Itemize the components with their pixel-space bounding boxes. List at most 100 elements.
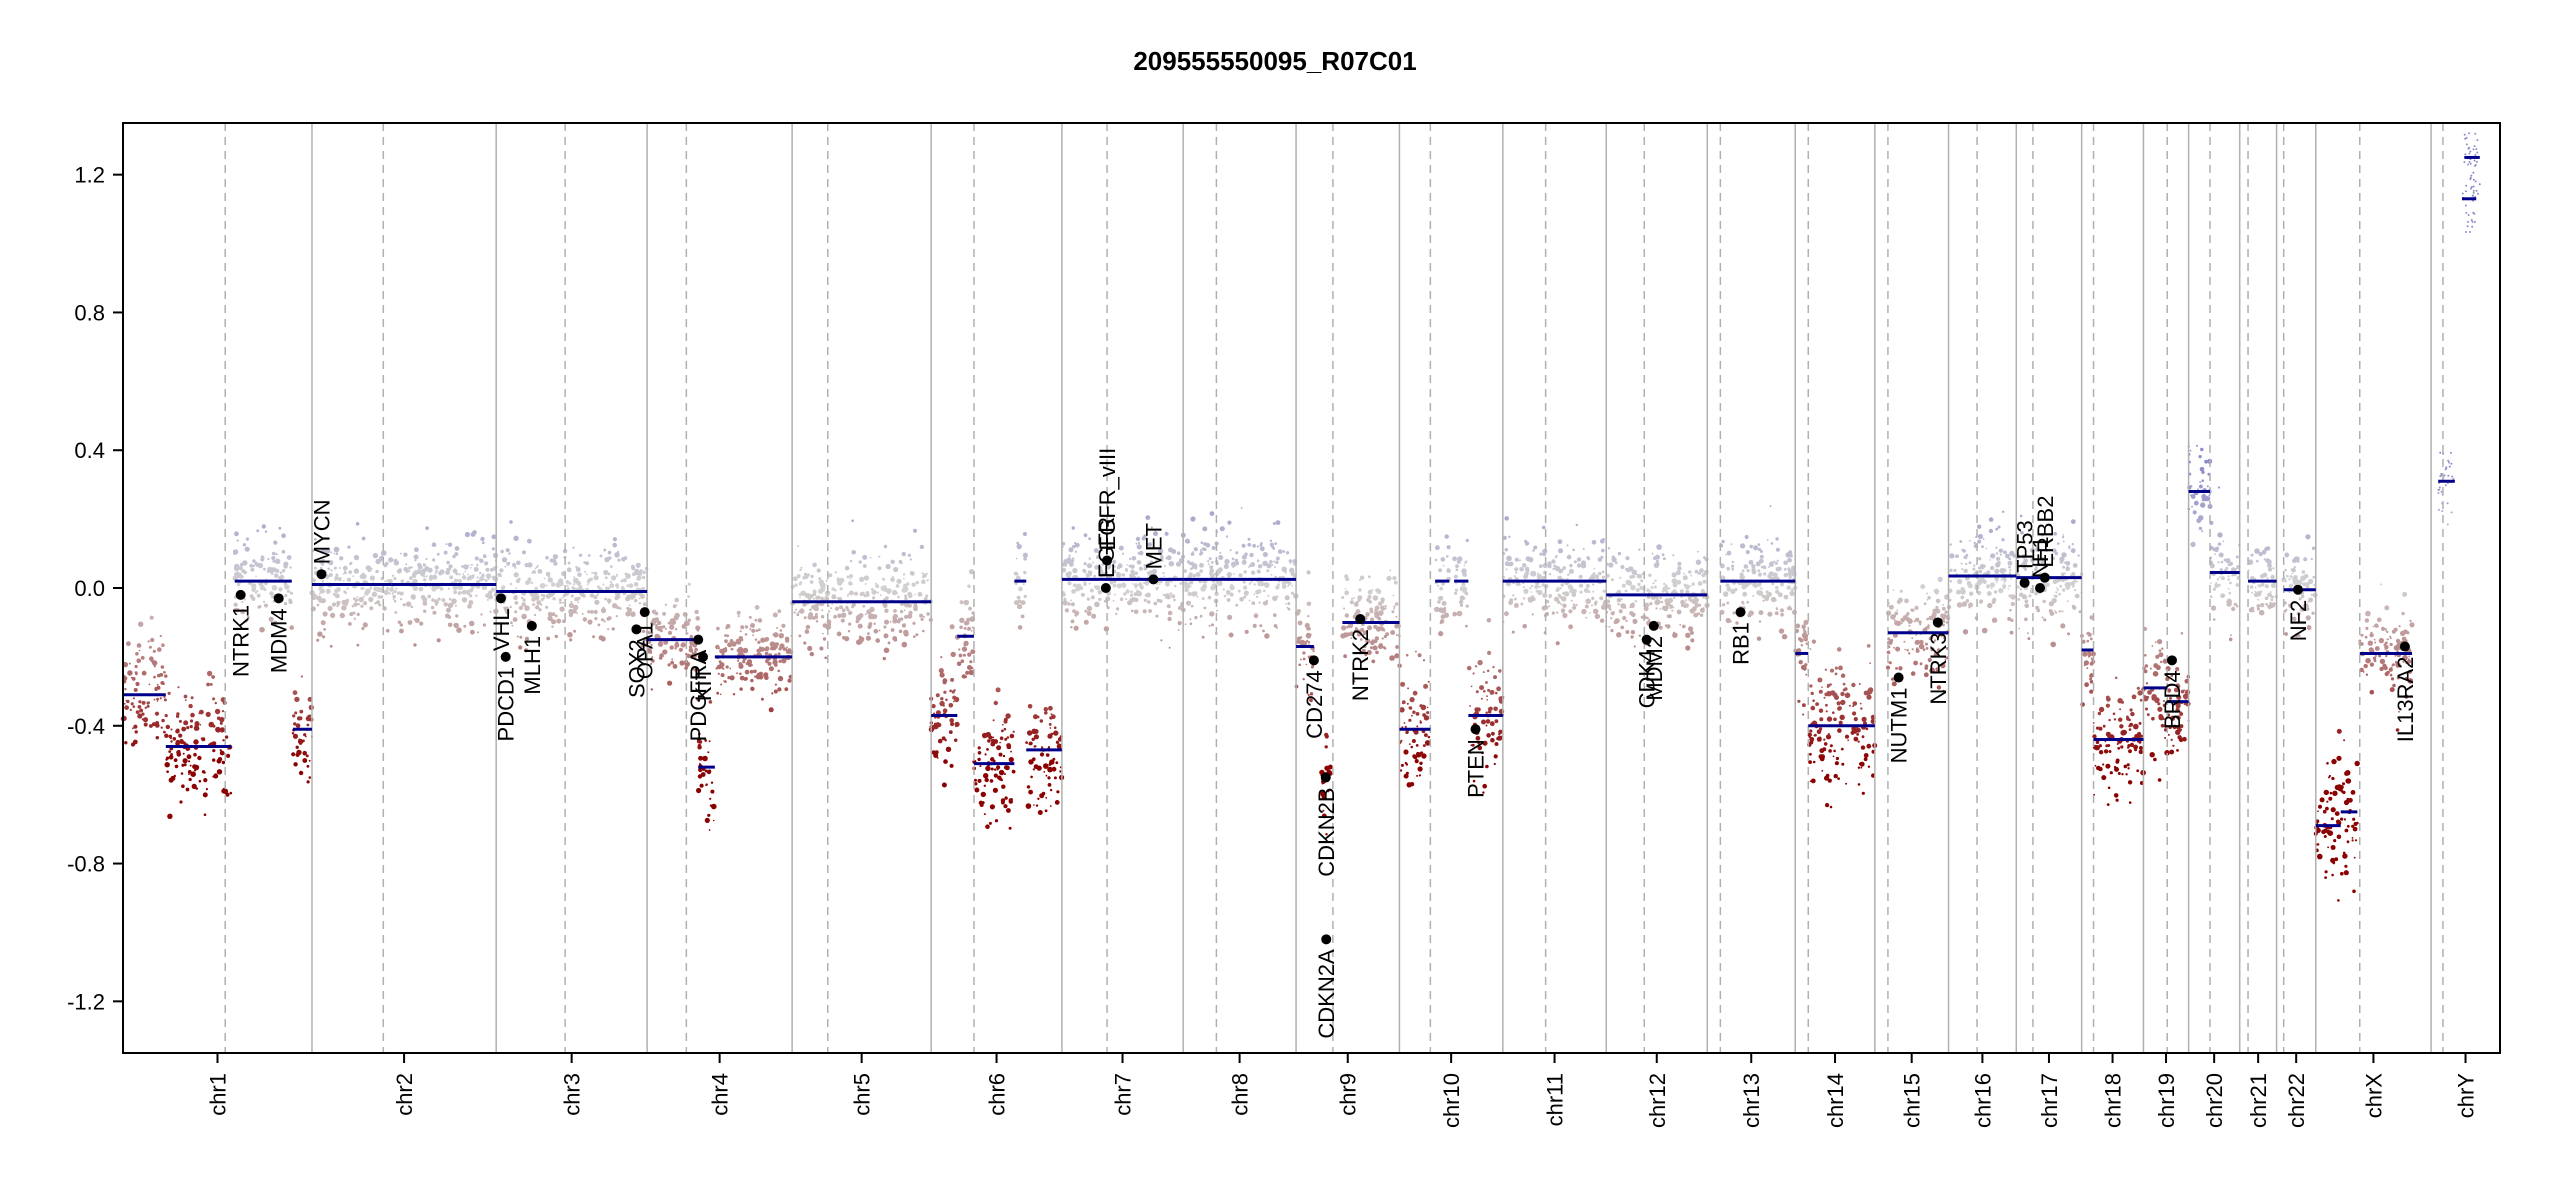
cnv-point (848, 611, 852, 616)
cnv-point (1762, 599, 1765, 602)
cnv-point (353, 617, 356, 620)
cnv-point (1239, 597, 1244, 602)
cnv-point (2169, 749, 2175, 755)
cnv-point (2372, 625, 2375, 628)
cnv-point (2323, 789, 2329, 796)
cnv-point (876, 591, 880, 594)
cnv-point (1006, 808, 1011, 813)
cnv-point (749, 669, 754, 674)
cnv-point (268, 616, 274, 622)
cnv-point (1667, 614, 1672, 619)
cnv-point (1557, 575, 1563, 581)
cnv-point (2061, 588, 2066, 592)
cnv-point (903, 629, 909, 636)
cnv-point (699, 783, 704, 788)
cnv-point (513, 595, 517, 599)
cnv-point (1029, 741, 1033, 746)
cnv-point (216, 716, 221, 720)
cnv-point (2465, 184, 2468, 187)
cnv-point (840, 612, 847, 618)
cnv-point (1601, 575, 1605, 579)
cnv-point (1272, 522, 1276, 525)
cnv-point (919, 544, 925, 550)
cnv-point (2220, 560, 2224, 564)
cnv-point (2170, 738, 2173, 741)
cnv-point (1232, 566, 1235, 568)
cnv-point (1498, 733, 1501, 736)
cnv-point (732, 693, 736, 696)
cnv-point (1995, 546, 1998, 549)
cnv-point (1135, 536, 1141, 542)
cnv-point (198, 779, 202, 783)
cnv-point (491, 547, 495, 551)
cnv-point (1480, 697, 1483, 700)
cnv-point (437, 597, 441, 601)
cnv-point (2319, 797, 2325, 803)
cnv-point (1498, 669, 1502, 673)
cnv-point (1133, 583, 1138, 588)
cnv-point (1915, 617, 1920, 622)
cnv-point (446, 560, 450, 565)
cnv-point (963, 621, 969, 626)
cnv-point (983, 773, 989, 779)
cnv-point (170, 728, 173, 731)
cnv-point (1696, 550, 1699, 553)
cnv-point (1927, 595, 1931, 600)
cnv-point (1781, 634, 1788, 640)
cnv-point (135, 652, 139, 656)
cnv-point (1655, 607, 1658, 610)
cnv-point (203, 813, 207, 816)
cnv-point (1238, 573, 1243, 578)
cnv-point (980, 791, 986, 798)
cnv-point (763, 648, 767, 651)
cnv-point (1179, 582, 1182, 585)
cnv-point (392, 598, 395, 601)
cnv-point (2208, 494, 2211, 497)
cnv-point (2398, 711, 2400, 713)
cnv-point (1005, 713, 1011, 719)
cnv-point (907, 603, 912, 608)
cnv-point (584, 570, 587, 573)
cnv-point (753, 669, 757, 674)
cnv-point (2266, 577, 2269, 580)
cnv-point (148, 683, 151, 686)
cnv-point (1006, 743, 1011, 748)
cnv-point (1504, 611, 1509, 617)
cnv-point (1990, 582, 1995, 588)
cnv-point (1994, 576, 1999, 582)
cnv-point (986, 748, 989, 751)
cnv-point (211, 675, 216, 679)
cnv-point (1143, 534, 1147, 538)
cnv-point (1825, 710, 1828, 713)
cnv-point (2026, 566, 2029, 568)
cnv-point (2000, 579, 2003, 581)
cnv-point (678, 647, 684, 652)
cnv-point (820, 615, 825, 619)
cnv-point (1068, 554, 1071, 557)
cnv-point (2304, 577, 2306, 579)
cnv-point (140, 656, 145, 660)
cnv-point (1274, 542, 1277, 545)
cnv-point (1200, 541, 1204, 544)
cnv-point (1002, 754, 1006, 758)
cnv-point (901, 641, 908, 648)
cnv-point (1065, 562, 1068, 565)
cnv-point (1256, 545, 1259, 548)
cnv-point (2442, 452, 2445, 455)
cnv-point (346, 587, 349, 590)
cnv-point (2315, 819, 2320, 823)
cnv-point (2173, 687, 2179, 693)
cnv-point (1256, 559, 1260, 563)
cnv-point (1790, 588, 1794, 592)
cnv-point (1809, 737, 1815, 742)
cnv-point (221, 760, 226, 765)
cnv-point (348, 570, 353, 575)
cnv-point (1083, 619, 1089, 625)
cnv-point (1601, 548, 1605, 553)
cnv-point (1465, 624, 1468, 628)
cnv-point (1584, 604, 1589, 609)
cnv-point (394, 611, 398, 614)
cnv-point (1209, 611, 1215, 617)
cnv-point (1810, 778, 1816, 784)
